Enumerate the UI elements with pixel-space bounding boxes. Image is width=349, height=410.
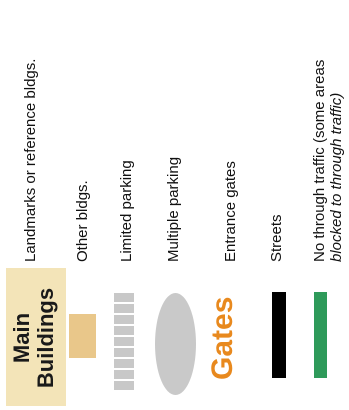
- parking-block: [114, 315, 134, 324]
- no-through-traffic-label: No through traffic (some areas blocked t…: [311, 59, 345, 262]
- parking-block: [114, 348, 134, 357]
- landmarks-label: Landmarks or reference bldgs.: [22, 58, 39, 262]
- main-buildings-text: Main Buildings: [9, 276, 58, 400]
- gates-swatch-text: Gates: [206, 296, 239, 380]
- parking-block: [114, 370, 134, 379]
- streets-label: Streets: [268, 214, 285, 262]
- multiple-parking-label: Multiple parking: [165, 156, 182, 262]
- parking-block: [114, 337, 134, 346]
- main-buildings-line1: Main: [9, 312, 34, 364]
- other-bldgs-swatch: [69, 314, 96, 358]
- main-buildings-background: [6, 268, 66, 406]
- parking-block: [114, 326, 134, 335]
- no-through-traffic-swatch: [314, 292, 327, 378]
- parking-block: [114, 293, 134, 302]
- main-buildings-swatch: Main Buildings: [6, 268, 66, 406]
- main-buildings-line2: Buildings: [33, 287, 58, 389]
- parking-block: [114, 304, 134, 313]
- streets-swatch: [272, 292, 286, 378]
- limited-parking-swatch: [114, 293, 134, 392]
- other-bldgs-label: Other bldgs.: [74, 180, 91, 262]
- entrance-gates-label: Entrance gates: [222, 161, 239, 262]
- multiple-parking-swatch: [155, 293, 196, 395]
- limited-parking-label: Limited parking: [118, 160, 135, 262]
- parking-block: [114, 381, 134, 390]
- parking-block: [114, 359, 134, 368]
